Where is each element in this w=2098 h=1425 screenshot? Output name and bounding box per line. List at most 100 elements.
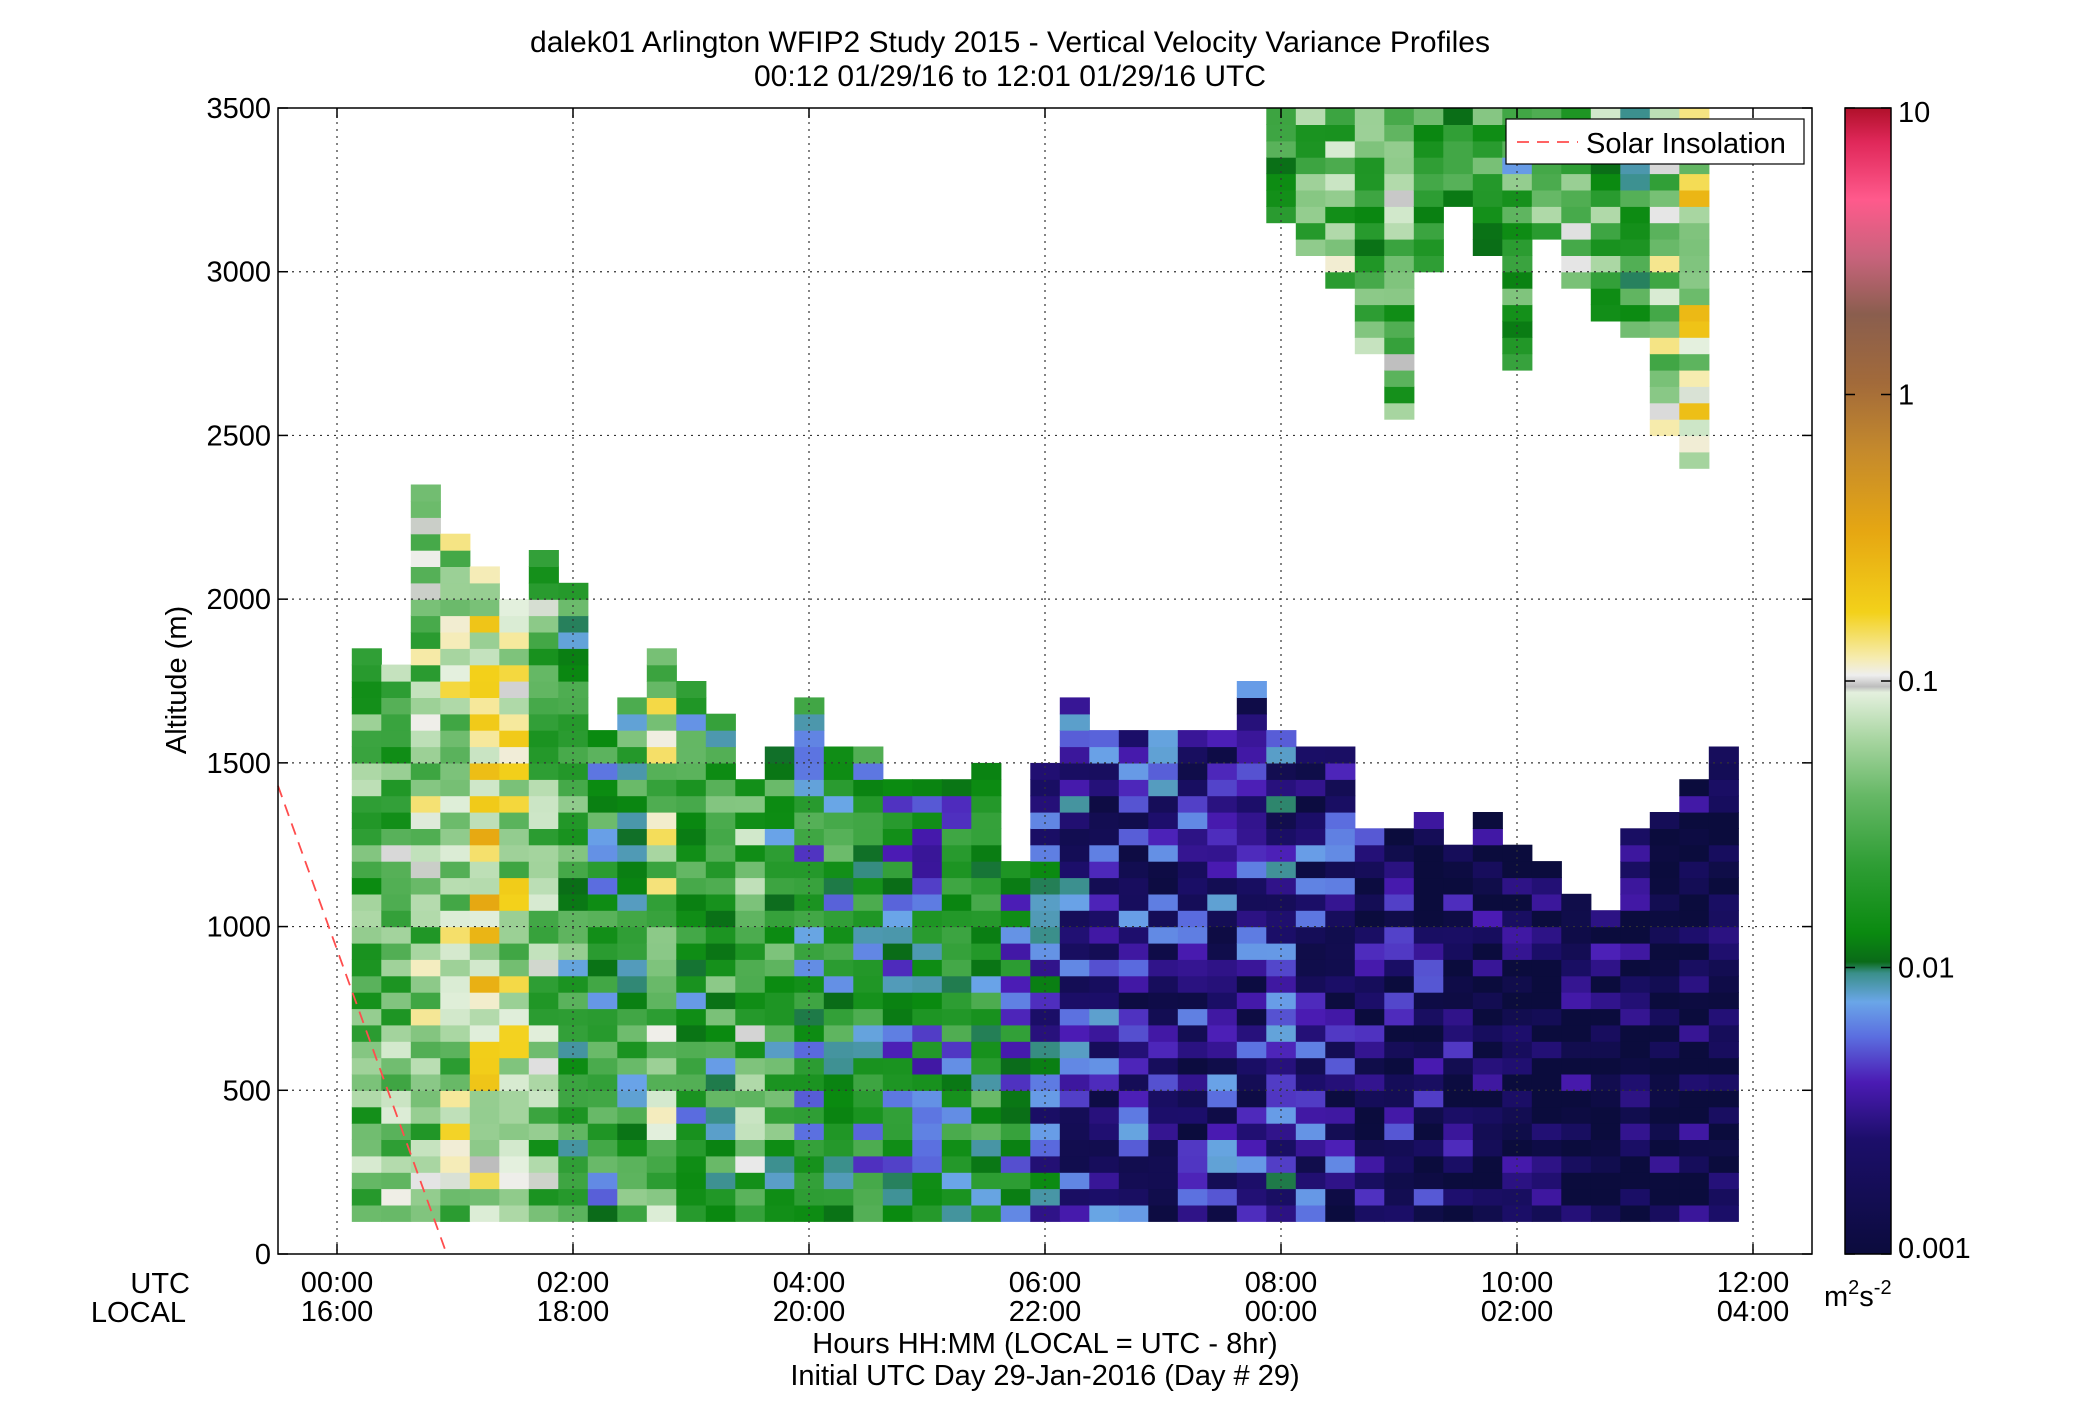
heatmap-cell [1089,828,1120,846]
heatmap-cell [1325,1139,1356,1157]
heatmap-cell [1620,304,1651,322]
heatmap-cell [381,779,412,797]
heatmap-cell [1148,844,1179,862]
heatmap-cell [1413,910,1444,928]
heatmap-cell [676,942,707,960]
heatmap-cell [853,844,884,862]
heatmap-cell [794,1090,825,1108]
heatmap-cell [351,795,382,813]
heatmap-cell [705,1123,736,1140]
heatmap-cell [1118,1024,1149,1042]
heatmap-cell [676,1073,707,1091]
heatmap-cell [1443,1024,1474,1042]
heatmap-cell [1118,926,1149,944]
heatmap-cell [1443,959,1474,977]
heatmap-cell [1443,1041,1474,1059]
heatmap-cell [1118,795,1149,813]
heatmap-cell [499,1073,530,1091]
heatmap-cell [646,697,677,715]
heatmap-cell [558,942,589,960]
heatmap-cell [823,1024,854,1042]
heatmap-cell [617,861,648,879]
heatmap-cell [1708,959,1739,977]
heatmap-cell [1679,1123,1710,1140]
heatmap-cell [499,681,530,698]
heatmap-cell [499,615,530,633]
heatmap-cell [351,779,382,797]
heatmap-cell [971,779,1002,797]
heatmap-cell [410,1024,441,1042]
heatmap-cell [735,1204,766,1222]
heatmap-cell [1000,959,1031,977]
heatmap-cell [1177,877,1208,895]
x-axis-ticks: 00:0016:0002:0018:0004:0020:0006:0022:00… [301,108,1789,1328]
heatmap-cell [912,795,943,813]
heatmap-cell [1679,942,1710,960]
heatmap-cell [735,1188,766,1206]
heatmap-cell [558,648,589,666]
heatmap-cell [469,1057,500,1075]
heatmap-cell [971,1188,1002,1206]
heatmap-cell [1354,271,1385,289]
heatmap-cell [1000,1057,1031,1075]
heatmap-cell [1620,1008,1651,1026]
heatmap-cell [587,926,618,944]
heatmap-cell [528,762,559,780]
heatmap-cell [1325,795,1356,813]
heatmap-cell [1679,435,1710,453]
heatmap-cell [676,877,707,895]
heatmap-cell [794,746,825,764]
heatmap-cell [1413,1090,1444,1108]
heatmap-cell [1266,812,1297,829]
heatmap-cell [469,1090,500,1108]
heatmap-cell [381,877,412,895]
heatmap-cell [351,664,382,682]
heatmap-cell [1236,992,1267,1010]
heatmap-cell [1148,975,1179,993]
heatmap-cell [1531,173,1562,191]
heatmap-cell [1502,1041,1533,1059]
heatmap-cell [410,812,441,829]
heatmap-cell [528,599,559,617]
heatmap-cell [1295,795,1326,813]
heatmap-cell [1000,893,1031,911]
heatmap-cell [794,893,825,911]
heatmap-cell [1413,1024,1444,1042]
heatmap-cell [410,1090,441,1108]
heatmap-cell [1089,762,1120,780]
heatmap-cell [1118,762,1149,780]
heatmap-cell [1236,1024,1267,1042]
heatmap-cell [1531,1204,1562,1222]
heatmap-cell [1000,942,1031,960]
heatmap-cell [1118,893,1149,911]
heatmap-cell [1620,1024,1651,1042]
heatmap-cell [1443,893,1474,911]
heatmap-cell [1266,1204,1297,1222]
heatmap-cell [1030,1057,1061,1075]
heatmap-cell [410,697,441,715]
heatmap-cell [440,910,471,928]
heatmap-cell [676,975,707,993]
heatmap-cell [1531,1106,1562,1124]
heatmap-cell [1384,337,1415,355]
heatmap-cell [410,648,441,666]
heatmap-cell [1708,844,1739,862]
heatmap-cell [1059,893,1090,911]
heatmap-cell [823,1041,854,1059]
heatmap-cell [676,893,707,911]
heatmap-cell [1118,975,1149,993]
heatmap-cell [499,877,530,895]
heatmap-cell [1177,1106,1208,1124]
heatmap-cell [1413,1188,1444,1206]
heatmap-cell [1649,1188,1680,1206]
heatmap-cell [1472,910,1503,928]
heatmap-cell [469,893,500,911]
heatmap-cell [469,664,500,682]
heatmap-cell [794,844,825,862]
heatmap-cell [1000,1188,1031,1206]
heatmap-cell [1413,222,1444,240]
heatmap-cell [558,762,589,780]
heatmap-cell [381,1139,412,1157]
heatmap-cell [1059,877,1090,895]
heatmap-cell [1649,189,1680,207]
